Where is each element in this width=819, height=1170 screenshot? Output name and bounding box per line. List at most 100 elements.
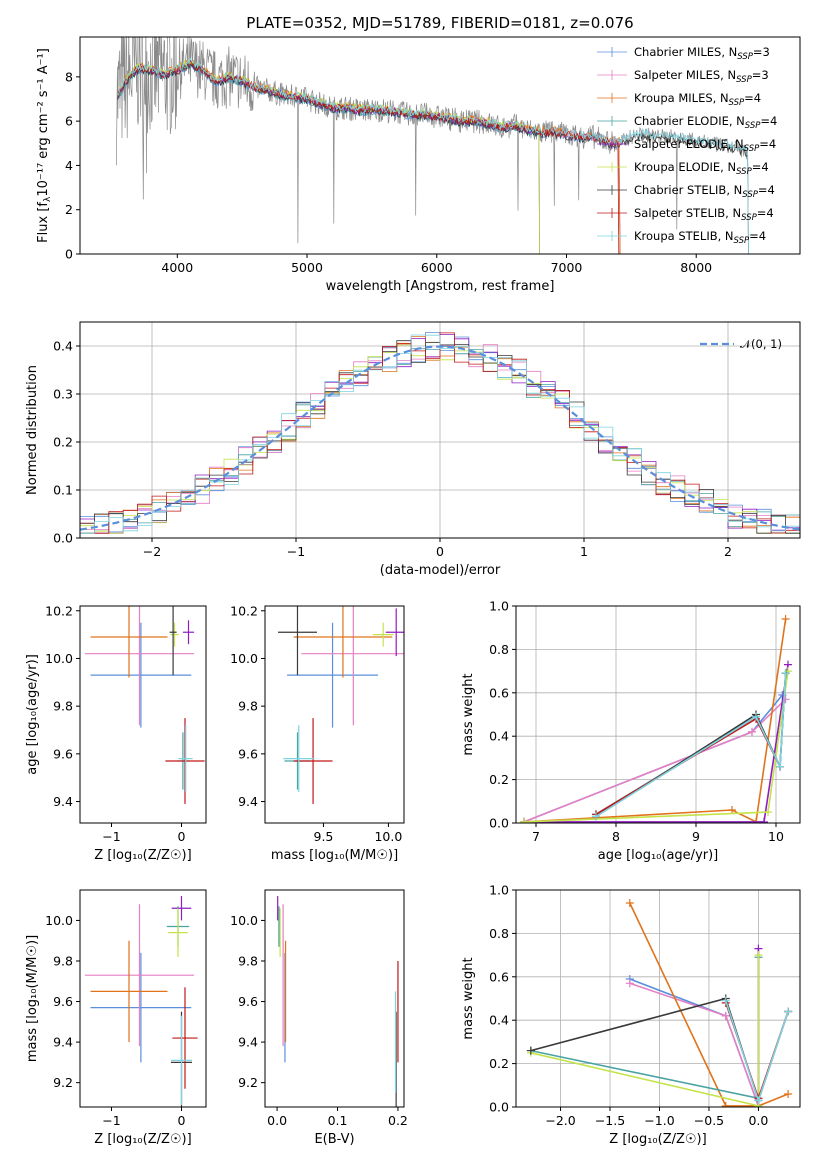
weight-marker bbox=[592, 812, 600, 821]
weight-marker bbox=[625, 979, 634, 988]
legend-label: Chabrier MILES, NSSP=3 bbox=[634, 45, 770, 62]
y-tick-label: 10.0 bbox=[230, 913, 258, 928]
weight-marker bbox=[721, 1011, 730, 1020]
y-tick-label: 9.4 bbox=[53, 1035, 73, 1050]
y-tick-label: 4 bbox=[65, 158, 73, 173]
x-tick-label: 9 bbox=[692, 829, 700, 844]
y-tick-label: 10.0 bbox=[45, 913, 73, 928]
y-tick-label: 10.0 bbox=[230, 651, 258, 666]
legend-label: Kroupa MILES, NSSP=4 bbox=[634, 91, 761, 108]
y-axis-label: Normed distribution bbox=[25, 365, 40, 495]
y-tick-label: 9.4 bbox=[238, 794, 258, 809]
axes-frame bbox=[515, 605, 801, 824]
axes-weight_vs_age: 7 8 9 10 0.0 0.2 0.4 0.6 0.8 1.0 age [log₁₀(age/yr… bbox=[461, 599, 801, 863]
x-tick-label: 8 bbox=[612, 829, 620, 844]
x-tick-label: −1 bbox=[102, 1113, 120, 1128]
weight-line bbox=[595, 673, 787, 818]
y-axis-label: age [log₁₀(age/yr)] bbox=[25, 654, 40, 775]
weight-line bbox=[524, 664, 789, 823]
plot-area bbox=[80, 332, 800, 534]
x-tick-label: −1.0 bbox=[644, 1113, 674, 1128]
axes-age_vs_Z: −1 0 9.4 9.6 9.8 10.0 10.2 Z [log₁₀(Z/Z☉)] age [… bbox=[25, 603, 207, 863]
y-tick-label: 6 bbox=[65, 114, 73, 129]
y-tick-label: 0.0 bbox=[489, 816, 509, 831]
x-tick-label: 0.0 bbox=[267, 1113, 287, 1128]
x-axis-label: E(B-V) bbox=[314, 1132, 354, 1147]
weight-line bbox=[523, 694, 784, 823]
weight-marker bbox=[781, 615, 790, 624]
y-tick-label: 10.0 bbox=[45, 651, 73, 666]
x-tick-label: 0.1 bbox=[328, 1113, 348, 1128]
y-tick-label: 0.1 bbox=[53, 483, 73, 498]
axes-spectrum: 4000 5000 6000 7000 8000 0 2 4 6 8 wavelength [Ang… bbox=[36, 36, 801, 294]
y-tick-label: 1.0 bbox=[489, 599, 509, 614]
histogram-step bbox=[80, 334, 800, 534]
legend-label: Chabrier STELIB, NSSP=4 bbox=[634, 183, 775, 200]
weight-line bbox=[595, 673, 787, 818]
y-tick-label: 0.2 bbox=[489, 1056, 509, 1071]
weight-line bbox=[523, 670, 789, 823]
x-tick-label: −1 bbox=[287, 544, 305, 559]
x-axis-label: Z [log₁₀(Z/Z☉)] bbox=[609, 1132, 706, 1147]
legend-label: Salpeter MILES, NSSP=3 bbox=[634, 68, 769, 85]
legend-label: Chabrier ELODIE, NSSP=4 bbox=[634, 114, 777, 131]
x-tick-label: 0 bbox=[178, 829, 186, 844]
weight-marker bbox=[754, 951, 763, 960]
y-tick-label: 0.2 bbox=[489, 772, 509, 787]
axes-mass_vs_ebv: 0.0 0.1 0.2 9.2 9.4 9.6 9.8 10.0 E(B-V) bbox=[230, 889, 408, 1147]
y-tick-label: 9.2 bbox=[53, 1075, 73, 1090]
x-tick-label: −1 bbox=[102, 829, 120, 844]
axes-frame bbox=[79, 889, 207, 1108]
y-tick-label: 10.2 bbox=[45, 603, 73, 618]
weight-line bbox=[523, 618, 787, 823]
x-tick-label: 0 bbox=[178, 1113, 186, 1128]
axes-frame bbox=[79, 605, 207, 824]
weight-marker bbox=[728, 805, 736, 814]
axes-frame bbox=[515, 889, 801, 1108]
x-tick-label: 6000 bbox=[421, 260, 453, 275]
x-tick-label: −2.0 bbox=[545, 1113, 575, 1128]
y-tick-label: 9.6 bbox=[238, 746, 258, 761]
y-tick-label: 9.6 bbox=[53, 994, 73, 1009]
legend-label: Kroupa ELODIE, NSSP=4 bbox=[634, 160, 769, 177]
weight-marker bbox=[748, 727, 756, 736]
legend: Chabrier MILES, NSSP=3 Salpeter MILES, NS… bbox=[597, 45, 777, 246]
model-spectrum-line bbox=[117, 57, 749, 254]
model-spectrum-line bbox=[117, 59, 621, 254]
y-tick-label: 0.8 bbox=[489, 642, 509, 657]
x-tick-label: 4000 bbox=[161, 260, 193, 275]
y-tick-label: 0.4 bbox=[53, 339, 73, 354]
legend-label: Kroupa STELIB, NSSP=4 bbox=[634, 229, 766, 246]
weight-line bbox=[523, 698, 787, 823]
y-tick-label: 0.0 bbox=[489, 1100, 509, 1115]
axes-weight_vs_Z: −2.0 −1.5 −1.0 −0.5 0.0 0.0 0.2 0.4 0.6 0.8 1.0 Z [… bbox=[461, 883, 801, 1147]
weight-marker bbox=[752, 712, 760, 721]
y-axis-label: mass weight bbox=[461, 957, 476, 1039]
y-axis-label: Flux [fλ10⁻¹⁷ erg cm⁻² s⁻¹ A⁻¹] bbox=[36, 48, 53, 243]
x-tick-label: 8000 bbox=[680, 260, 712, 275]
y-tick-label: 10.2 bbox=[230, 603, 258, 618]
y-tick-label: 0.2 bbox=[53, 435, 73, 450]
model-spectrum-line bbox=[117, 58, 540, 254]
y-tick-label: 9.6 bbox=[238, 994, 258, 1009]
axes-mass_vs_Z: −1 0 9.2 9.4 9.6 9.8 10.0 Z [log₁₀(Z/Z☉)] mass [… bbox=[25, 889, 207, 1147]
weight-marker bbox=[784, 1007, 793, 1016]
x-tick-label: 2 bbox=[724, 544, 732, 559]
y-tick-label: 0.8 bbox=[489, 926, 509, 941]
x-tick-label: 5000 bbox=[291, 260, 323, 275]
weight-line bbox=[530, 957, 760, 1100]
weight-marker bbox=[625, 899, 634, 908]
x-tick-label: −1.5 bbox=[595, 1113, 625, 1128]
figure-title: PLATE=0352, MJD=51789, FIBERID=0181, z=0… bbox=[246, 14, 633, 32]
legend-label: 𝒩(0, 1) bbox=[740, 337, 782, 351]
axes-frame bbox=[264, 889, 405, 1108]
weight-marker bbox=[520, 817, 528, 823]
y-tick-label: 9.8 bbox=[53, 699, 73, 714]
weight-line bbox=[629, 902, 789, 1107]
y-tick-label: 9.8 bbox=[238, 953, 258, 968]
y-tick-label: 9.4 bbox=[238, 1035, 258, 1050]
axes-residuals: −2 −1 0 1 2 0.0 0.1 0.2 0.3 0.4 (data-model)/error… bbox=[25, 321, 801, 578]
weight-marker bbox=[776, 762, 784, 771]
y-axis-label: mass weight bbox=[461, 673, 476, 755]
